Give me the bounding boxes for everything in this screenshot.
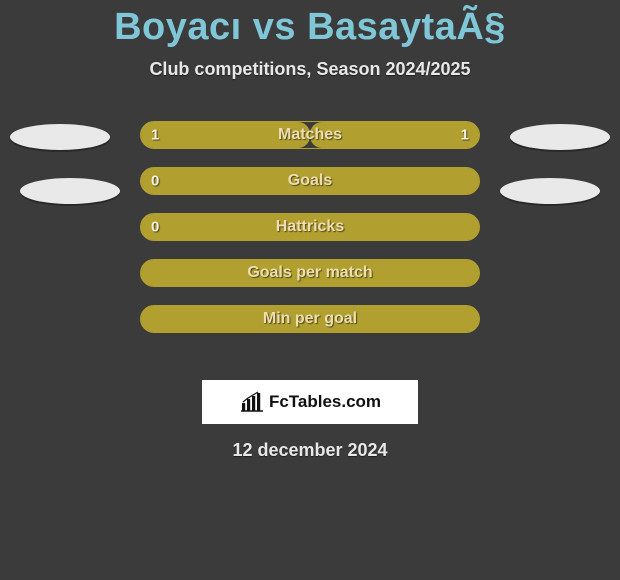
stat-row: 11Matches	[0, 112, 620, 158]
stat-row: Goals per match	[0, 250, 620, 296]
page-title: Boyacı vs BasaytaÃ§	[0, 0, 620, 49]
bar-track: 11Matches	[140, 121, 480, 149]
brand-box: FcTables.com	[202, 380, 418, 424]
bar-chart-icon	[239, 391, 265, 413]
bar-fill-right	[141, 260, 479, 286]
bar-fill-left	[141, 214, 479, 240]
bar-track: 0Hattricks	[140, 213, 480, 241]
bar-track: Min per goal	[140, 305, 480, 333]
subtitle: Club competitions, Season 2024/2025	[0, 59, 620, 80]
stat-row: 0Hattricks	[0, 204, 620, 250]
comparison-chart: 11Matches 0Goals 0Hattricks Goals per match…	[0, 112, 620, 362]
stat-row: 0Goals	[0, 158, 620, 204]
bar-fill-right	[141, 306, 479, 332]
bar-fill-right	[310, 122, 479, 148]
bar-track: Goals per match	[140, 259, 480, 287]
date-text: 12 december 2024	[0, 440, 620, 461]
bar-track: 0Goals	[140, 167, 480, 195]
stat-row: Min per goal	[0, 296, 620, 342]
bar-fill-left	[141, 122, 310, 148]
brand-text: FcTables.com	[269, 392, 381, 412]
bar-fill-right	[141, 168, 479, 194]
